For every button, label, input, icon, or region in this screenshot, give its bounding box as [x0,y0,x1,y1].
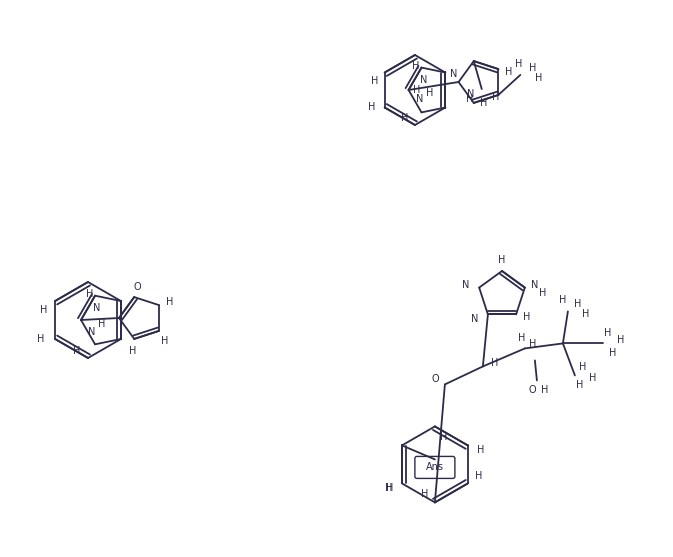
Text: H: H [505,67,512,77]
Text: H: H [579,363,587,373]
Text: H: H [421,490,429,500]
Text: H: H [477,446,485,456]
Text: H: H [413,85,420,95]
Text: H: H [40,305,48,315]
Text: H: H [574,300,581,310]
Text: H: H [401,113,409,123]
Text: H: H [491,358,499,368]
Text: H: H [541,385,548,395]
Text: H: H [386,483,392,494]
Text: H: H [534,73,542,83]
Text: O: O [133,282,141,292]
Text: H: H [161,336,168,346]
Text: H: H [582,310,590,319]
Text: H: H [617,335,625,345]
Text: H: H [604,329,612,339]
Text: N: N [531,280,538,290]
Text: H: H [38,334,45,344]
FancyBboxPatch shape [415,456,455,478]
Text: H: H [492,92,499,102]
Text: N: N [420,75,427,85]
Text: O: O [431,374,439,384]
Text: H: H [539,287,546,297]
Text: H: H [466,94,473,104]
Text: H: H [73,346,81,356]
Text: H: H [529,63,536,73]
Text: H: H [368,102,376,113]
Text: H: H [475,471,483,481]
Text: H: H [413,61,420,71]
Text: H: H [609,349,616,358]
Text: N: N [450,69,457,79]
Text: H: H [426,89,433,99]
Text: H: H [498,255,505,265]
Text: H: H [166,297,174,307]
Text: Ans: Ans [426,462,444,472]
Text: N: N [471,314,479,324]
Text: N: N [462,280,470,290]
Text: H: H [480,98,487,108]
Text: H: H [576,380,583,390]
Text: H: H [386,483,394,494]
Text: H: H [440,432,448,442]
Text: H: H [129,346,136,356]
Text: H: H [86,289,94,299]
Text: H: H [589,373,596,383]
Text: H: H [529,339,536,349]
Text: H: H [559,295,567,305]
Text: N: N [94,302,101,312]
Text: H: H [524,312,531,323]
Text: H: H [371,76,378,86]
Text: H: H [515,59,522,69]
Text: N: N [467,89,474,99]
Text: N: N [88,328,96,338]
Text: H: H [98,319,106,329]
Text: N: N [416,94,423,104]
Text: H: H [518,334,526,344]
Text: O: O [528,385,536,395]
